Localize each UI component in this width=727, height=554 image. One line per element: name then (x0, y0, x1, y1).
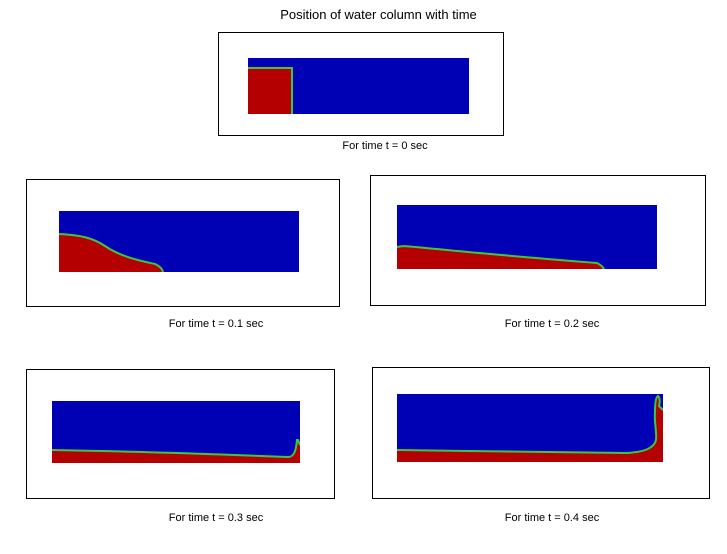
water-body (59, 234, 163, 272)
water-body (397, 246, 604, 269)
domain-t0-2 (397, 205, 657, 269)
panel-t0 (218, 32, 504, 136)
caption-t0-3: For time t = 0.3 sec (168, 512, 264, 524)
water-column (248, 68, 292, 114)
domain-t0-1 (59, 211, 299, 272)
caption-t0: For time t = 0 sec (342, 140, 428, 152)
caption-t0-2: For time t = 0.2 sec (504, 318, 600, 330)
caption-t0-4: For time t = 0.4 sec (504, 512, 600, 524)
panel-t0-1 (26, 179, 340, 307)
water-interface (59, 233, 164, 272)
domain-t0-3 (52, 401, 300, 463)
panel-t0-4 (372, 367, 710, 499)
panel-t0-3 (26, 369, 335, 499)
water-interface (52, 439, 300, 459)
caption-t0-1: For time t = 0.1 sec (168, 318, 264, 330)
figure-title: Position of water column with time (280, 7, 477, 22)
water-interface (397, 245, 605, 269)
domain-t0 (248, 58, 469, 114)
panel-t0-2 (370, 175, 706, 306)
water-interface (248, 67, 293, 114)
water-body (52, 440, 300, 463)
water-body (397, 396, 663, 462)
domain-t0-4 (397, 394, 663, 462)
water-interface (397, 394, 663, 455)
